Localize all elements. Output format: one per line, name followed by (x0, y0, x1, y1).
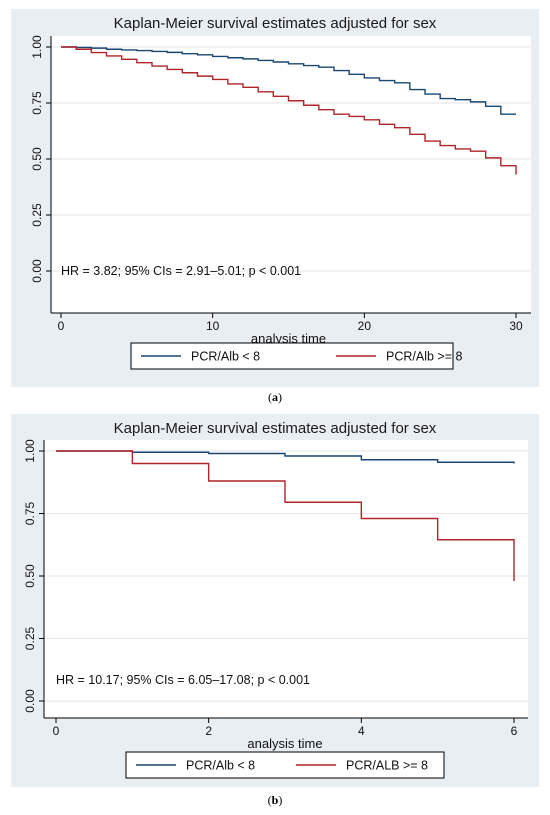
legend-label-2: PCR/ALB >= 8 (346, 759, 428, 773)
caption-a-label: a (272, 390, 278, 404)
x-axis-label: analysis time (251, 331, 326, 346)
series-line-1 (61, 46, 516, 115)
chart-svg: Kaplan-Meier survival estimates adjusted… (23, 420, 528, 779)
x-axis-label: analysis time (247, 736, 322, 751)
plot-area (44, 440, 528, 718)
y-tick-label: 0.75 (23, 501, 37, 525)
y-tick-label: 0.25 (23, 626, 37, 650)
legend-label-2: PCR/Alb >= 8 (386, 350, 462, 364)
hr-annotation: HR = 10.17; 95% CIs = 6.05–17.08; p < 0.… (56, 673, 310, 687)
chart-panel-b: Kaplan-Meier survival estimates adjusted… (11, 414, 539, 787)
y-tick-label: 0.50 (30, 147, 44, 171)
chart-svg: Kaplan-Meier survival estimates adjusted… (30, 15, 531, 370)
legend-label-1: PCR/Alb < 8 (191, 350, 260, 364)
y-tick-label: 1.00 (23, 439, 37, 463)
x-tick-label: 0 (53, 724, 60, 738)
x-tick-label: 20 (358, 319, 372, 333)
caption-b-label: b (271, 793, 279, 807)
y-tick-label: 1.00 (30, 35, 44, 59)
y-tick-label: 0.00 (30, 259, 44, 283)
x-tick-label: 6 (511, 724, 518, 738)
x-tick-label: 2 (205, 724, 212, 738)
y-tick-label: 0.00 (23, 689, 37, 713)
chart-panel-a: Kaplan-Meier survival estimates adjusted… (11, 9, 539, 387)
legend-box (130, 342, 454, 370)
plot-area (51, 36, 531, 313)
x-tick-label: 4 (358, 724, 365, 738)
caption-a: (a) (268, 390, 282, 404)
caption-b: (b) (267, 793, 283, 807)
y-tick-label: 0.50 (23, 564, 37, 588)
x-tick-label: 0 (58, 319, 65, 333)
chart-title: Kaplan-Meier survival estimates adjusted… (114, 420, 437, 437)
legend-box (125, 751, 445, 779)
y-tick-label: 0.25 (30, 203, 44, 227)
x-tick-label: 30 (509, 319, 523, 333)
y-tick-label: 0.75 (30, 91, 44, 115)
hr-annotation: HR = 3.82; 95% CIs = 2.91–5.01; p < 0.00… (61, 264, 301, 278)
x-tick-label: 10 (206, 319, 220, 333)
chart-title: Kaplan-Meier survival estimates adjusted… (114, 15, 437, 32)
series-line-2 (61, 46, 517, 175)
legend-label-1: PCR/Alb < 8 (186, 759, 255, 773)
series-line-2 (56, 450, 515, 581)
